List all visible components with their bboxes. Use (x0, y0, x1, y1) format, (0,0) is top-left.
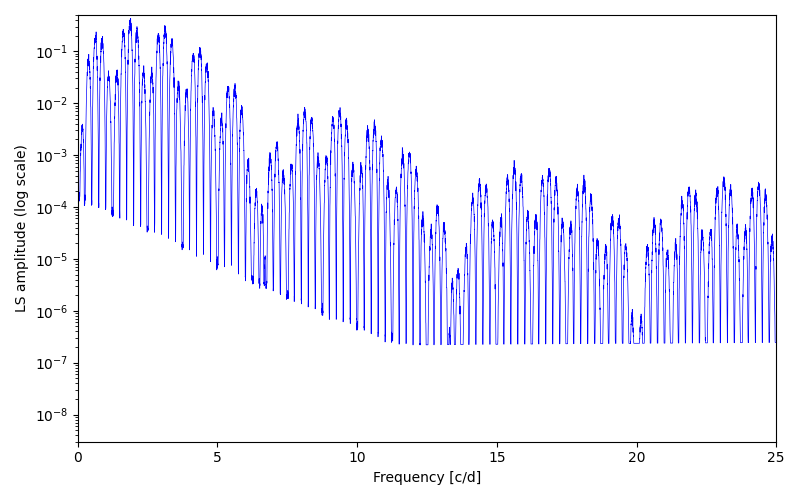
X-axis label: Frequency [c/d]: Frequency [c/d] (373, 471, 481, 485)
Y-axis label: LS amplitude (log scale): LS amplitude (log scale) (15, 144, 29, 312)
